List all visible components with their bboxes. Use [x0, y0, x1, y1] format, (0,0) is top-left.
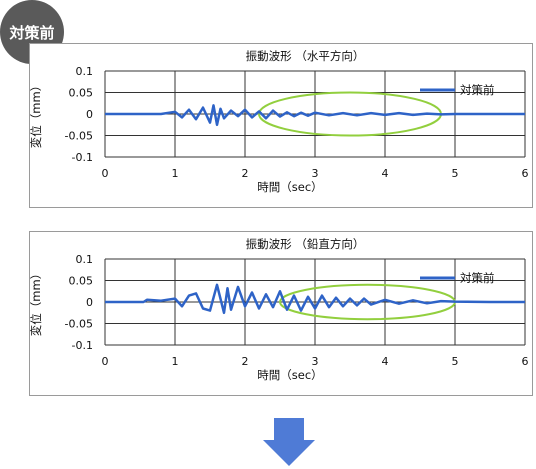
- y-tick-label: -0.05: [65, 130, 93, 143]
- down-arrow-icon: [263, 418, 315, 466]
- x-tick-label: 1: [172, 355, 179, 368]
- chart-title: 振動波形 （鉛直方向）: [246, 237, 365, 251]
- legend-label: 対策前: [460, 83, 495, 97]
- y-axis-label: 変位（mm）: [30, 268, 43, 336]
- series-line: [105, 283, 525, 315]
- x-tick-label: 5: [452, 167, 459, 180]
- x-tick-label: 2: [242, 355, 249, 368]
- x-tick-label: 6: [522, 355, 529, 368]
- y-tick-label: -0.1: [72, 151, 93, 164]
- x-tick-label: 1: [172, 167, 179, 180]
- x-axis-label: 時間（sec）: [257, 180, 322, 194]
- x-tick-label: 2: [242, 167, 249, 180]
- y-tick-label: 0: [86, 108, 93, 121]
- y-tick-label: 0.1: [76, 253, 94, 266]
- series-line: [105, 104, 525, 127]
- x-tick-label: 5: [452, 355, 459, 368]
- y-tick-label: -0.05: [65, 318, 93, 331]
- badge-label: 対策前: [9, 23, 55, 42]
- x-tick-label: 4: [382, 167, 389, 180]
- y-axis-label: 変位（mm）: [30, 80, 43, 148]
- x-tick-label: 0: [102, 167, 109, 180]
- chart-panel-vertical: 振動波形 （鉛直方向） 0 1 2 3 4 5 6 0.1 0.05 0 -0.05 -0.1 時間（se…: [29, 231, 533, 396]
- chart-vertical: 振動波形 （鉛直方向） 0 1 2 3 4 5 6 0.1 0.05 0 -0.05 -0.1 時間（se…: [29, 237, 529, 382]
- y-tick-label: 0.05: [69, 275, 94, 288]
- chart-horizontal: 振動波形 （水平方向） 0 1 2 3 4 5 6 0.1 0.05 0 -0.05 -0.1 時間（se…: [29, 49, 529, 194]
- chart-title: 振動波形 （水平方向）: [246, 49, 365, 63]
- legend-label: 対策前: [460, 271, 495, 285]
- x-tick-label: 3: [312, 167, 319, 180]
- x-tick-label: 3: [312, 355, 319, 368]
- y-tick-label: -0.1: [72, 339, 93, 352]
- x-axis-label: 時間（sec）: [257, 368, 322, 382]
- chart-panel-horizontal: 振動波形 （水平方向） 0 1 2 3 4 5 6 0.1 0.05 0 -0.05 -0.1 時間（se…: [29, 43, 533, 208]
- x-tick-label: 6: [522, 167, 529, 180]
- y-tick-label: 0.05: [69, 87, 94, 100]
- y-tick-label: 0.1: [76, 65, 94, 78]
- x-tick-label: 0: [102, 355, 109, 368]
- y-tick-label: 0: [86, 296, 93, 309]
- x-tick-label: 4: [382, 355, 389, 368]
